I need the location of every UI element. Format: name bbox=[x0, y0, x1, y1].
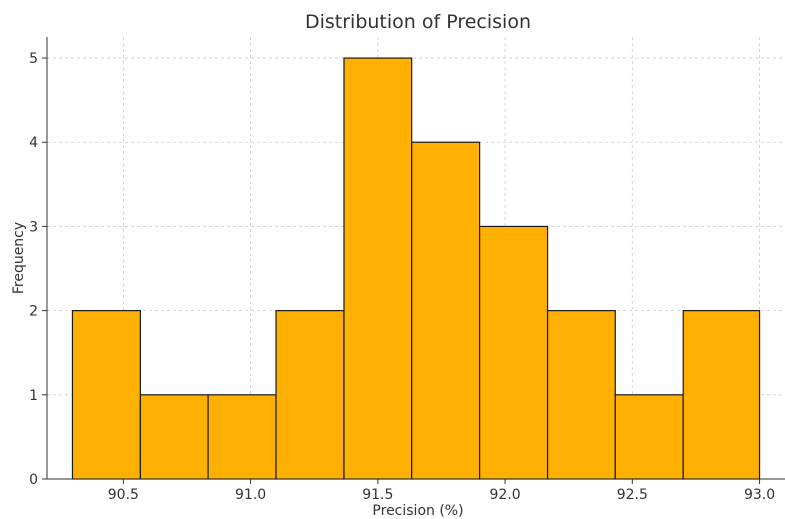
x-tick-label: 93.0 bbox=[744, 487, 775, 503]
x-tick-label: 90.5 bbox=[108, 487, 139, 503]
y-tick-label: 0 bbox=[29, 472, 38, 488]
y-tick-label: 2 bbox=[29, 304, 38, 320]
ticks: 90.5 91.0 91.5 92.0 92.5 93.0 0 1 2 3 4 5 bbox=[29, 51, 775, 503]
x-tick-label: 92.0 bbox=[489, 487, 520, 503]
histogram-bar bbox=[682, 310, 761, 480]
y-tick-label: 3 bbox=[29, 219, 38, 235]
x-tick-label: 92.5 bbox=[617, 487, 648, 503]
histogram-bar bbox=[275, 310, 345, 480]
histogram-bar bbox=[411, 141, 481, 480]
histogram-bar bbox=[139, 394, 209, 480]
histogram-bar bbox=[479, 225, 549, 480]
histogram-bar bbox=[207, 394, 277, 480]
histogram-bar bbox=[546, 310, 616, 480]
y-axis-label: Frequency bbox=[11, 222, 27, 294]
axes bbox=[46, 37, 785, 480]
y-tick-label: 4 bbox=[29, 135, 38, 151]
x-tick-label: 91.5 bbox=[362, 487, 393, 503]
bars bbox=[71, 57, 761, 480]
y-tick-label: 5 bbox=[29, 51, 38, 67]
chart-title: Distribution of Precision bbox=[305, 11, 531, 33]
x-tick-label: 91.0 bbox=[235, 487, 266, 503]
histogram-bar bbox=[343, 57, 413, 480]
histogram-bar bbox=[71, 310, 141, 480]
y-tick-label: 1 bbox=[29, 388, 38, 404]
x-axis-label: Precision (%) bbox=[372, 503, 463, 519]
histogram-bar bbox=[614, 394, 684, 480]
